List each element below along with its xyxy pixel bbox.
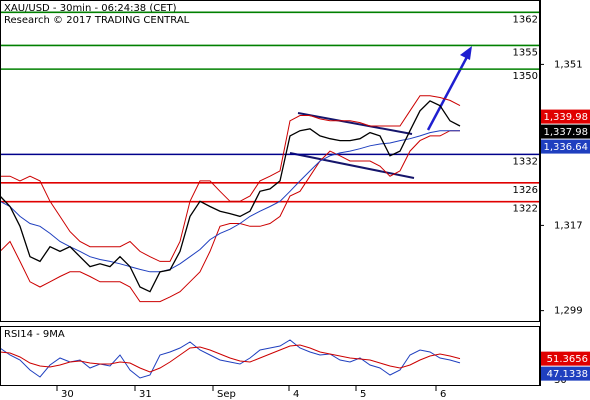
price-tag-label: 47.1338 xyxy=(547,369,588,380)
x-tick-label: 30 xyxy=(61,389,74,400)
price-tag-label: 1,336.64 xyxy=(543,142,588,153)
price-tag xyxy=(541,366,590,381)
price-tag-label: 51.3656 xyxy=(547,354,588,365)
panel-frame xyxy=(0,0,540,322)
level-label: 1332 xyxy=(513,156,538,167)
series-line xyxy=(0,344,461,373)
target-arrow xyxy=(426,54,470,131)
level-label: 1355 xyxy=(513,47,538,58)
channel xyxy=(289,46,472,179)
level-label: 1362 xyxy=(513,14,538,25)
price-tag xyxy=(541,351,590,366)
channel-bottom xyxy=(289,152,415,179)
level-label: 1350 xyxy=(513,71,538,82)
price-tag xyxy=(541,124,590,139)
channel-top xyxy=(297,112,413,135)
header-credit: Research © 2017 TRADING CENTRAL xyxy=(4,15,190,26)
series-line xyxy=(0,95,461,262)
series-line xyxy=(0,100,461,293)
x-tick-label: 31 xyxy=(139,389,152,400)
x-tick-label: Sep xyxy=(217,389,236,400)
level-label: 1322 xyxy=(513,204,538,215)
price-tag xyxy=(541,109,590,124)
arrow-head xyxy=(460,46,472,60)
y-tick-label: 1,351 xyxy=(554,59,583,70)
price-tag-label: 1,337.98 xyxy=(543,127,588,138)
x-tick-label: 6 xyxy=(440,389,446,400)
price-tag xyxy=(541,139,590,154)
y-tick-label: 1,299 xyxy=(554,306,583,317)
series-line xyxy=(0,339,461,379)
level-label: 1326 xyxy=(513,185,538,196)
rsi-title: RSI14 - 9MA xyxy=(4,329,65,340)
panel-frame xyxy=(0,326,540,386)
header-title: XAU/USD - 30min - 06:24:38 (CET) xyxy=(4,3,177,14)
series-line xyxy=(0,130,460,303)
x-tick-label: 5 xyxy=(360,389,366,400)
y-tick-label: 1,317 xyxy=(554,220,583,231)
price-tag-label: 1,339.98 xyxy=(543,112,588,123)
x-tick-label: 4 xyxy=(293,389,299,400)
